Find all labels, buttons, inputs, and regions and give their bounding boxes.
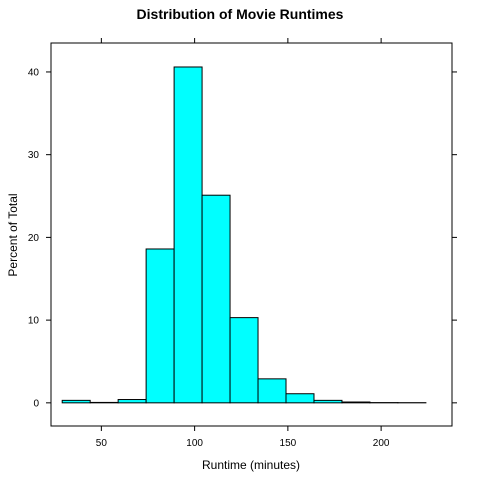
histogram-bar-8 <box>257 378 287 404</box>
x-tick-label: 50 <box>96 438 108 449</box>
y-tick-label: 20 <box>28 233 40 244</box>
chart-title: Distribution of Movie Runtimes <box>137 6 344 22</box>
y-tick-label: 10 <box>28 316 40 327</box>
x-tick-label: 150 <box>280 438 297 449</box>
y-tick-label: 0 <box>33 398 39 409</box>
histogram-bar-7 <box>229 317 259 404</box>
y-axis: 0 10 20 30 40 <box>28 67 457 409</box>
histogram-bar-5 <box>173 66 203 404</box>
bars-layer <box>61 66 427 404</box>
y-tick-label: 40 <box>28 67 40 78</box>
x-tick-label: 100 <box>186 438 203 449</box>
histogram-bar-9 <box>285 393 315 404</box>
histogram-bar-6 <box>201 194 231 404</box>
histogram-bar-1 <box>61 399 91 404</box>
histogram-bar-10 <box>313 399 343 404</box>
histogram-bar-11 <box>341 401 371 404</box>
y-tick-label: 30 <box>28 150 40 161</box>
histogram-bar-3 <box>117 399 147 404</box>
x-tick-label: 200 <box>373 438 390 449</box>
plot-frame <box>50 42 453 427</box>
x-axis-label: Runtime (minutes) <box>202 458 300 472</box>
y-axis-label: Percent of Total <box>6 193 20 276</box>
histogram-bar-4 <box>145 248 175 404</box>
x-axis: 50 100 150 200 <box>96 38 390 449</box>
